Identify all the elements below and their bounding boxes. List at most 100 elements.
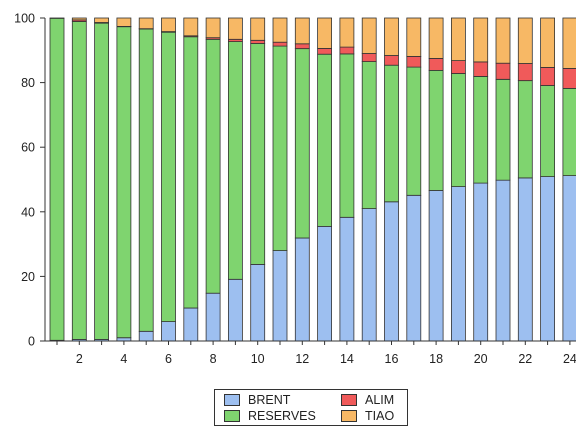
bar-segment-tiao-11 bbox=[272, 17, 288, 43]
bar-segment-reserves-2 bbox=[71, 21, 87, 340]
bar-segment-alim-21 bbox=[495, 62, 511, 80]
bar-segment-brent-21 bbox=[495, 179, 511, 342]
bars-layer bbox=[49, 17, 576, 342]
bar-segment-brent-16 bbox=[384, 201, 399, 342]
x-tick-label-2: 2 bbox=[76, 352, 83, 366]
y-tick-label-20: 20 bbox=[21, 270, 35, 284]
bar-segment-alim-23 bbox=[540, 67, 555, 86]
bar-segment-alim-22 bbox=[517, 63, 533, 82]
bar-segment-brent-19 bbox=[450, 186, 466, 342]
bar-segment-reserves-4 bbox=[116, 26, 132, 339]
legend-item-tiao: TIAO bbox=[341, 408, 394, 424]
bar-segment-reserves-19 bbox=[450, 73, 466, 187]
legend-swatch-tiao bbox=[341, 410, 357, 422]
bar-segment-tiao-23 bbox=[540, 17, 555, 68]
x-tick-label-16: 16 bbox=[385, 352, 399, 366]
x-tick-label-14: 14 bbox=[340, 352, 354, 366]
x-tick-label-8: 8 bbox=[210, 352, 217, 366]
bar-segment-reserves-10 bbox=[250, 43, 266, 265]
bar-segment-brent-23 bbox=[540, 176, 555, 342]
bar-segment-brent-13 bbox=[317, 225, 333, 342]
bar-segment-alim-24 bbox=[562, 68, 576, 89]
bar-segment-tiao-5 bbox=[138, 17, 154, 30]
bar-segment-brent-6 bbox=[161, 321, 176, 342]
bar-segment-tiao-8 bbox=[205, 17, 221, 39]
bar-segment-tiao-2 bbox=[71, 17, 87, 21]
bar-segment-reserves-1 bbox=[49, 17, 65, 341]
x-tick-label-12: 12 bbox=[295, 352, 309, 366]
legend-swatch-reserves bbox=[224, 410, 240, 422]
bar-segment-brent-24 bbox=[562, 175, 576, 342]
bar-segment-alim-19 bbox=[450, 60, 466, 74]
bar-segment-reserves-12 bbox=[294, 48, 310, 239]
bar-segment-alim-16 bbox=[384, 55, 399, 66]
bar-segment-alim-13 bbox=[317, 48, 333, 55]
x-tick-label-24: 24 bbox=[563, 352, 576, 366]
legend-item-alim: ALIM bbox=[341, 392, 394, 408]
bar-segment-brent-5 bbox=[138, 330, 154, 342]
bar-segment-tiao-18 bbox=[428, 17, 444, 59]
bar-segment-brent-15 bbox=[361, 208, 377, 342]
y-tick-label-60: 60 bbox=[21, 141, 35, 155]
bar-segment-tiao-3 bbox=[94, 17, 109, 23]
bar-segment-reserves-24 bbox=[562, 88, 576, 176]
bar-segment-tiao-19 bbox=[450, 17, 466, 61]
bar-segment-reserves-23 bbox=[540, 85, 555, 177]
bar-segment-reserves-16 bbox=[384, 64, 399, 203]
bar-segment-alim-20 bbox=[473, 61, 489, 77]
bar-segment-brent-22 bbox=[517, 177, 533, 342]
bar-segment-brent-18 bbox=[428, 190, 444, 342]
x-tick-label-6: 6 bbox=[165, 352, 172, 366]
legend-swatch-alim bbox=[341, 394, 357, 406]
bar-segment-reserves-3 bbox=[94, 22, 109, 340]
y-tick-label-80: 80 bbox=[21, 76, 35, 90]
bar-segment-reserves-9 bbox=[227, 41, 243, 280]
bar-segment-tiao-15 bbox=[361, 17, 377, 54]
legend-label-reserves: RESERVES bbox=[248, 409, 316, 423]
x-tick-label-4: 4 bbox=[120, 352, 127, 366]
bar-segment-brent-7 bbox=[183, 307, 199, 342]
bar-segment-tiao-20 bbox=[473, 17, 489, 63]
x-tick-label-20: 20 bbox=[474, 352, 488, 366]
bar-segment-tiao-13 bbox=[317, 17, 333, 49]
bar-segment-alim-12 bbox=[294, 43, 310, 49]
bar-segment-tiao-22 bbox=[517, 17, 533, 64]
bar-segment-alim-18 bbox=[428, 58, 444, 71]
bar-segment-reserves-13 bbox=[317, 53, 333, 227]
bar-segment-reserves-22 bbox=[517, 80, 533, 179]
bar-segment-reserves-18 bbox=[428, 69, 444, 191]
bar-segment-brent-12 bbox=[294, 237, 310, 342]
bar-segment-tiao-16 bbox=[384, 17, 399, 56]
bar-segment-tiao-24 bbox=[562, 17, 576, 69]
bar-segment-brent-20 bbox=[473, 182, 489, 342]
legend: BRENT ALIM RESERVES TIAO bbox=[214, 389, 408, 426]
bar-segment-tiao-17 bbox=[406, 17, 422, 57]
legend-item-reserves: RESERVES bbox=[224, 408, 316, 424]
y-tick-label-0: 0 bbox=[28, 335, 35, 349]
bar-segment-tiao-14 bbox=[339, 17, 355, 48]
bar-segment-reserves-8 bbox=[205, 38, 221, 294]
bar-segment-tiao-4 bbox=[116, 17, 132, 27]
bar-segment-alim-14 bbox=[339, 46, 355, 55]
bar-segment-tiao-9 bbox=[227, 17, 243, 40]
bar-segment-brent-11 bbox=[272, 250, 288, 342]
legend-item-brent: BRENT bbox=[224, 392, 290, 408]
legend-label-brent: BRENT bbox=[248, 393, 291, 407]
y-tick-label-40: 40 bbox=[21, 205, 35, 219]
bar-segment-tiao-10 bbox=[250, 17, 266, 41]
bar-segment-brent-9 bbox=[227, 278, 243, 342]
x-tick-label-10: 10 bbox=[251, 352, 265, 366]
bar-segment-tiao-7 bbox=[183, 17, 199, 37]
bar-segment-brent-10 bbox=[250, 263, 266, 342]
bar-segment-reserves-17 bbox=[406, 66, 422, 196]
bar-segment-reserves-7 bbox=[183, 36, 199, 309]
bar-segment-reserves-20 bbox=[473, 76, 489, 184]
bar-segment-alim-15 bbox=[361, 53, 377, 63]
legend-label-tiao: TIAO bbox=[365, 409, 395, 423]
bar-segment-alim-11 bbox=[272, 41, 288, 47]
bar-segment-brent-8 bbox=[205, 292, 221, 342]
x-tick-label-18: 18 bbox=[429, 352, 443, 366]
bar-segment-reserves-21 bbox=[495, 79, 511, 181]
bar-segment-reserves-11 bbox=[272, 45, 288, 251]
